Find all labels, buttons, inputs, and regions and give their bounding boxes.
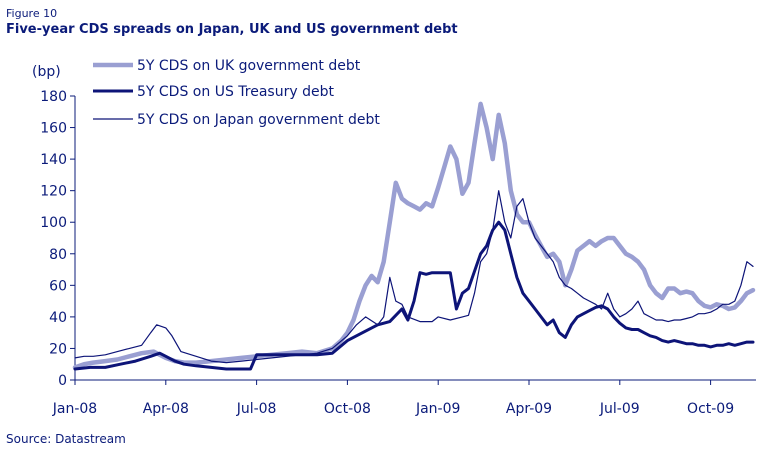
series-layer — [72, 101, 756, 371]
y-tick-label: 180 — [40, 89, 67, 105]
y-tick-label: 60 — [49, 278, 67, 294]
y-tick-label: 40 — [49, 310, 67, 326]
legend-label-japan: 5Y CDS on Japan government debt — [137, 112, 380, 128]
y-tick-label: 20 — [49, 341, 67, 357]
legend-label-uk: 5Y CDS on UK government debt — [137, 58, 361, 74]
y-tick-label: 100 — [40, 215, 67, 231]
y-axis-unit-label: (bp) — [32, 64, 61, 80]
y-axis: 0 20 40 60 80 100 120 140 160 180 — [40, 89, 76, 389]
x-tick-label: Jan-09 — [415, 401, 460, 417]
x-tick-label: Apr-08 — [143, 401, 189, 417]
y-tick-label: 140 — [40, 152, 67, 168]
y-tick-label: 160 — [40, 121, 67, 137]
series-line-japan — [74, 190, 754, 364]
figure-label: Figure 10 — [6, 7, 58, 20]
legend-label-us: 5Y CDS on US Treasury debt — [137, 84, 334, 100]
chart-title: Five-year CDS spreads on Japan, UK and U… — [6, 22, 458, 37]
series-line-uk — [72, 101, 756, 370]
x-tick-label: Jan-08 — [52, 401, 97, 417]
source-note: Source: Datastream — [6, 432, 126, 446]
x-tick-label: Oct-09 — [687, 401, 734, 417]
y-tick-label: 0 — [58, 373, 67, 389]
series-line-us — [73, 220, 755, 371]
y-tick-label: 80 — [49, 247, 67, 263]
y-tick-label: 120 — [40, 184, 67, 200]
x-tick-label: Jul-09 — [599, 401, 640, 417]
x-tick-label: Apr-09 — [506, 401, 552, 417]
x-tick-label: Oct-08 — [324, 401, 371, 417]
x-tick-label: Jul-08 — [236, 401, 277, 417]
legend: 5Y CDS on UK government debt 5Y CDS on US… — [93, 58, 380, 128]
x-axis: Jan-08 Apr-08 Jul-08 Oct-08 Jan-09 Apr-09 Jul-… — [52, 379, 756, 417]
